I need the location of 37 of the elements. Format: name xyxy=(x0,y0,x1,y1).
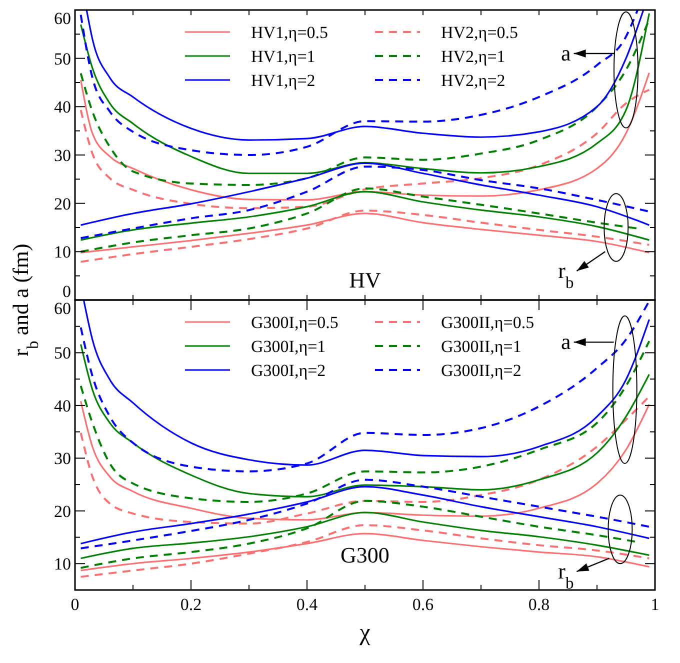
legend-label: G300II,η=2 xyxy=(441,361,522,380)
y-tick-label: 50 xyxy=(54,344,71,363)
y-tick-label: 40 xyxy=(54,98,71,117)
legend-label: HV2,η=2 xyxy=(441,71,506,90)
annotation: HV xyxy=(349,268,381,293)
legend-label: HV2,η=0.5 xyxy=(441,23,518,42)
annotation: r$_{b}$ xyxy=(558,558,574,592)
x-tick-label: 0.6 xyxy=(412,595,434,614)
legend-label: G300I,η=0.5 xyxy=(251,313,338,332)
y-tick-label: 40 xyxy=(54,396,71,416)
x-tick-label: 0.4 xyxy=(296,595,318,614)
legend-label: G300I,η=2 xyxy=(251,361,326,380)
x-tick-label: 0.2 xyxy=(180,595,202,614)
y-tick-label: 0 xyxy=(62,282,71,301)
y-tick-label: 50 xyxy=(54,49,71,68)
y-tick-label: 30 xyxy=(54,449,71,468)
y-tick-label: 60 xyxy=(54,299,71,318)
x-tick-label: 1 xyxy=(650,595,660,614)
y-tick-label: 30 xyxy=(54,146,71,165)
legend-label: HV2,η=1 xyxy=(441,47,506,66)
legend-label: HV1,η=0.5 xyxy=(251,23,328,42)
annotation: G300 xyxy=(340,542,390,568)
legend-label: G300I,η=1 xyxy=(251,337,326,356)
legend-label: HV1,η=1 xyxy=(251,47,316,66)
legend-label: HV1,η=2 xyxy=(251,71,316,90)
x-tick-label: 0.8 xyxy=(528,595,550,614)
legend-label: G300II,η=0.5 xyxy=(441,313,534,332)
y-tick-label: 20 xyxy=(54,502,71,521)
annotation: a xyxy=(561,329,572,354)
legend-label: G300II,η=1 xyxy=(441,337,522,356)
annotation: a xyxy=(561,40,572,66)
annotation: r$_{b}$ xyxy=(558,258,574,292)
x-axis-title: χ xyxy=(358,620,371,646)
y-tick-label: 20 xyxy=(54,194,71,214)
y-tick-label: 60 xyxy=(54,9,71,28)
y-tick-label: 10 xyxy=(54,242,71,262)
y-tick-label: 10 xyxy=(54,554,71,574)
